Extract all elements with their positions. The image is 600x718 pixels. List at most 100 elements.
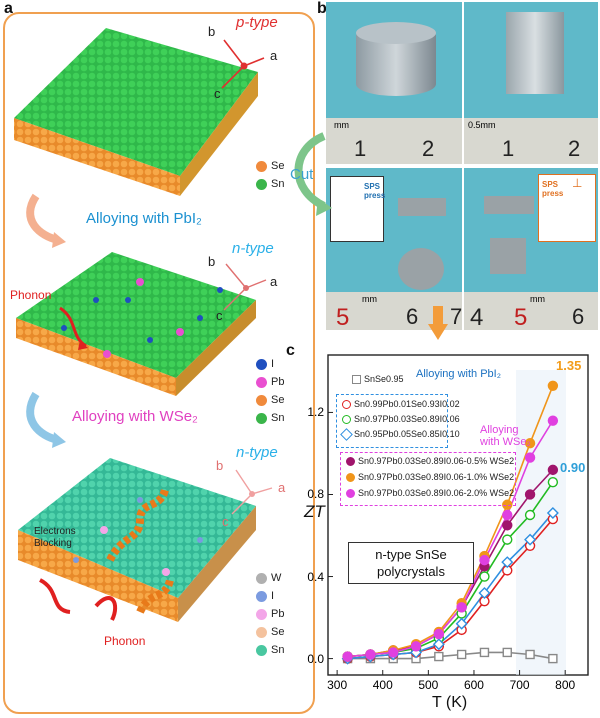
data-point-s2 xyxy=(502,534,513,545)
alloy-pbi2-label: Alloying with PbI₂ xyxy=(86,210,202,227)
data-point-s6 xyxy=(456,602,467,613)
x-tick-label: 700 xyxy=(509,678,530,692)
cut-arrow xyxy=(294,132,332,216)
legend2-se: Se xyxy=(256,394,284,406)
axis-c-3: c xyxy=(222,514,229,529)
crystal-ntype-2 xyxy=(18,458,256,622)
data-point-s5 xyxy=(547,380,559,391)
y-tick-label: 1.2 xyxy=(307,405,324,420)
legend-label: Sn0.95Pb0.05Se0.85I0.10 xyxy=(354,429,460,439)
legend-label: Sn0.97Pb0.03Se0.89I0.06-1.0% WSe2 xyxy=(358,472,515,482)
ruler-num-br-1: 4 xyxy=(470,304,484,331)
data-point-s3 xyxy=(455,617,468,630)
legend-label: Sn0.97Pb0.03Se0.89I0.06 xyxy=(354,414,460,424)
data-point-s5 xyxy=(524,438,536,449)
data-point-s6 xyxy=(524,452,536,463)
data-point-s0 xyxy=(479,647,490,658)
x-tick-label: 800 xyxy=(555,678,576,692)
legend-label: Sn0.97Pb0.03Se0.89I0.06-2.0% WSe2 xyxy=(358,488,515,498)
photo-discs-1: SPS press mm 5 6 7 xyxy=(326,168,462,331)
legend-entry-6: Sn0.97Pb0.03Se0.89I0.06-2.0% WSe2 xyxy=(346,488,515,499)
ruler-num-br-3: 6 xyxy=(572,304,585,329)
ruler-num-br-2: 5 xyxy=(514,304,528,331)
photo-discs-2: SPS press ⊥ mm 4 5 6 xyxy=(464,168,598,331)
data-point-s3 xyxy=(432,638,445,651)
peak-090-label: 0.90 xyxy=(560,460,586,475)
x-tick-label: 400 xyxy=(372,678,393,692)
data-point-s4 xyxy=(524,489,536,500)
data-point-s4 xyxy=(502,520,513,531)
legend3-se: Se xyxy=(256,626,284,638)
panel-c-letter: c xyxy=(286,342,295,359)
phonon-label-1: Phonon xyxy=(10,288,52,302)
axis-c-2: c xyxy=(216,308,223,323)
x-tick-label: 300 xyxy=(327,678,348,692)
legend3-pb: Pb xyxy=(256,608,284,620)
n-type-label-2: n-type xyxy=(236,444,278,461)
legend-alloy-wse2: Alloying with WSe₂ xyxy=(480,424,531,448)
cut-label: Cut xyxy=(290,166,314,183)
axis-a-1: a xyxy=(270,48,278,63)
ruler-num-tr-2: 2 xyxy=(568,136,581,161)
legend2-sn: Sn xyxy=(256,412,284,424)
data-point-s6 xyxy=(410,641,422,652)
n-type-label-1: n-type xyxy=(232,240,274,257)
legend-label: Sn0.99Pb0.01Se0.93I0.02 xyxy=(354,399,460,409)
ruler-num-bl-1: 5 xyxy=(336,304,350,331)
data-point-s6 xyxy=(479,554,490,566)
ruler-unit-tl: mm xyxy=(334,120,349,130)
axis-c-1: c xyxy=(214,86,221,101)
x-tick-label: 500 xyxy=(418,678,439,692)
y-tick-label: 0.4 xyxy=(307,569,324,584)
sps-press-2: SPS press xyxy=(542,180,564,198)
legend-group-wse2 xyxy=(340,452,516,506)
ruler-unit-br: mm xyxy=(530,294,545,304)
legend-swatch xyxy=(340,428,353,441)
electrons-blocking-label: Electrons Blocking xyxy=(34,526,76,549)
data-point-s0 xyxy=(502,647,512,658)
ruler-num-tl-1: 1 xyxy=(354,136,367,161)
axes-triad-2 xyxy=(223,263,267,311)
legend-entry-3: Sn0.95Pb0.05Se0.85I0.10 xyxy=(340,428,460,441)
series-line-5 xyxy=(347,385,554,658)
x-axis-label: T (K) xyxy=(432,694,468,711)
ruler-num-tl-2: 2 xyxy=(422,136,435,161)
data-point-s0 xyxy=(525,649,535,660)
y-axis-label: ZT xyxy=(304,502,325,521)
data-point-s6 xyxy=(342,651,353,662)
axis-b-3: b xyxy=(216,458,224,473)
axis-a-2: a xyxy=(270,274,278,289)
ruler-num-bl-2: 6 xyxy=(406,304,419,329)
y-tick-label: 0.0 xyxy=(307,651,324,666)
data-point-s3 xyxy=(478,586,491,599)
arrow-a2 xyxy=(26,391,60,444)
series-line-3 xyxy=(347,512,554,660)
data-point-s6 xyxy=(547,415,559,426)
data-point-s3 xyxy=(524,533,537,546)
data-point-s2 xyxy=(547,476,559,488)
alloy-wse2-label: Alloying with WSe₂ xyxy=(72,408,198,425)
data-point-s6 xyxy=(365,649,376,660)
series-line-6 xyxy=(347,420,554,658)
legend-swatch xyxy=(352,375,361,385)
legend-label: Sn0.97Pb0.03Se0.89I0.06-0.5% WSe2 xyxy=(358,456,515,466)
sps-press-1: SPS press xyxy=(364,182,386,200)
legend-swatch xyxy=(342,415,351,425)
legend-swatch xyxy=(346,489,355,499)
legend-entry-4: Sn0.97Pb0.03Se0.89I0.06-0.5% WSe2 xyxy=(346,456,515,467)
data-point-s2 xyxy=(524,509,536,521)
data-point-s6 xyxy=(433,628,445,640)
plot-frame xyxy=(327,354,589,676)
crystal-ptype xyxy=(14,28,258,196)
axis-b-1: b xyxy=(208,24,216,39)
photo-cylinder-1: mm 1 2 xyxy=(326,2,462,164)
data-point-s5 xyxy=(502,499,513,510)
photo-cylinder-2: 0.5mm 1 2 xyxy=(464,2,598,164)
panel-a-letter: a xyxy=(4,0,13,17)
data-point-s6 xyxy=(388,647,399,658)
data-point-s0 xyxy=(548,653,558,664)
data-point-s6 xyxy=(502,509,513,521)
legend-swatch xyxy=(342,400,351,410)
axes-triad-3 xyxy=(231,469,273,515)
